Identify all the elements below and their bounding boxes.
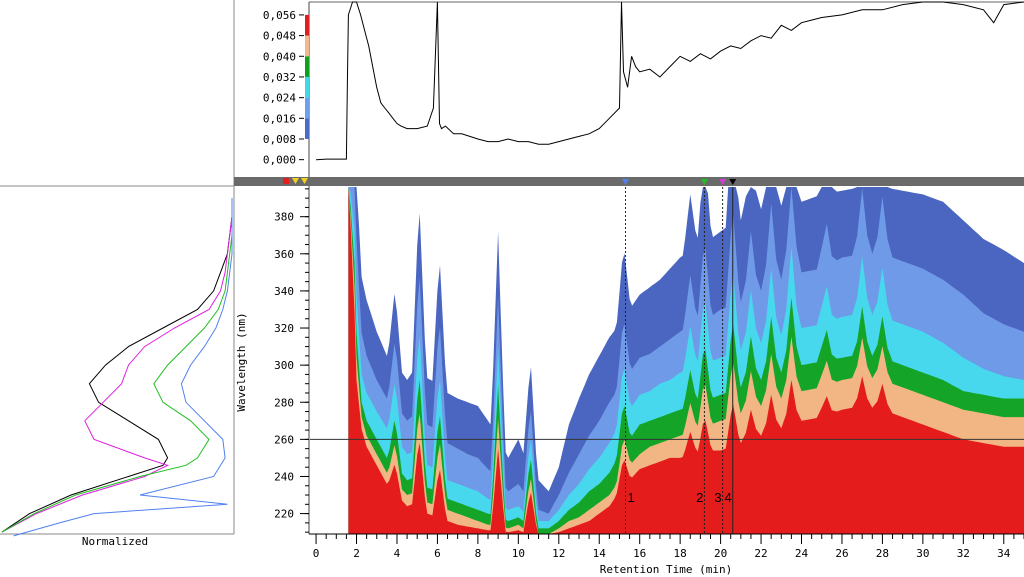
time-tick-label: 30 [916, 547, 929, 560]
chromatogram-y-tick-label: 0,008 [263, 133, 296, 146]
time-tick-label: 8 [475, 547, 482, 560]
wavelength-tick-label: 240 [274, 470, 294, 483]
wavelength-tick-label: 260 [274, 433, 294, 446]
time-tick-label: 16 [633, 547, 646, 560]
chromatogram-y-tick-label: 0,032 [263, 71, 296, 84]
time-tick-label: 4 [394, 547, 401, 560]
wavelength-tick-label: 220 [274, 508, 294, 521]
red-range-handle[interactable] [283, 178, 289, 184]
retention-time-axis-label: Retention Time (min) [600, 563, 732, 576]
chromatogram-y-tick-label: 0,024 [263, 92, 296, 105]
time-tick-label: 24 [795, 547, 809, 560]
range-handles[interactable] [283, 178, 308, 184]
legend-swatch [305, 14, 309, 36]
chromatogram-y-ticks: 0,000 0,008 0,016 0,024 0,032 0,040 0,048 0,056 [263, 9, 304, 167]
marker-label-2: 2 [696, 490, 703, 505]
marker-label-4: 4 [725, 490, 732, 505]
yellow-range-handle[interactable] [292, 178, 299, 184]
spectrum-trace[interactable] [13, 198, 233, 537]
legend-swatch [305, 97, 309, 119]
marker-bar-track [234, 177, 1024, 186]
chromatogram-trace[interactable] [316, 1, 1024, 161]
time-tick-label: 22 [754, 547, 767, 560]
time-tick-label: 10 [512, 547, 525, 560]
retention-time-axis: Retention Time (min) 0 2 4 6 8 10 12 14 16 18 20 22… [309, 533, 1024, 576]
chromatogram-y-tick-label: 0,040 [263, 50, 296, 63]
panel-frames [0, 0, 1024, 535]
chromatogram-y-tick-label: 0,016 [263, 112, 296, 125]
wavelength-axis-label: Wavelength (nm) [235, 312, 248, 411]
spectrum-panel [1, 198, 233, 537]
time-tick-label: 12 [552, 547, 565, 560]
time-tick-label: 28 [876, 547, 889, 560]
marker-label-3: 3 [714, 490, 721, 505]
legend-swatch [305, 118, 309, 139]
chromatogram-y-tick-label: 0,000 [263, 154, 296, 167]
contour-legend-bar [305, 14, 309, 139]
yellow-range-handle-2[interactable] [301, 178, 308, 184]
legend-swatch [305, 56, 309, 77]
wavelength-tick-label: 360 [274, 248, 294, 261]
wavelength-tick-label: 280 [274, 396, 294, 409]
marker-triangle-2[interactable] [700, 179, 708, 185]
spectrum-trace[interactable] [1, 198, 233, 533]
time-tick-label: 14 [593, 547, 607, 560]
wavelength-tick-label: 300 [274, 359, 294, 372]
spectrum-axis-label: Normalized [82, 535, 148, 548]
marker-triangle-3[interactable] [719, 179, 727, 185]
time-tick-label: 20 [714, 547, 727, 560]
marker-triangle-4[interactable] [729, 179, 737, 185]
time-tick-label: 32 [957, 547, 970, 560]
legend-swatch [305, 76, 309, 98]
marker-triangles [622, 179, 737, 185]
time-tick-label: 0 [313, 547, 320, 560]
time-tick-label: 18 [674, 547, 687, 560]
wavelength-tick-label: 320 [274, 322, 294, 335]
contour-band-level-6 [348, 187, 1024, 534]
time-tick-label: 6 [434, 547, 441, 560]
marker-label-1: 1 [628, 490, 635, 505]
marker-bar[interactable] [234, 177, 1024, 186]
contour-plot[interactable] [348, 187, 1024, 534]
chromatogram-y-tick-label: 0,048 [263, 30, 296, 43]
time-tick-label: 26 [835, 547, 848, 560]
legend-swatch [305, 35, 309, 57]
chromatogram-y-tick-label: 0,056 [263, 9, 296, 22]
wavelength-tick-label: 380 [274, 211, 294, 224]
time-tick-label: 2 [353, 547, 360, 560]
spectrum-trace[interactable] [1, 198, 233, 533]
chromatogram-plot: 0,000 0,008 0,016 0,024 0,032 0,040 0,048 0,056 [263, 1, 1024, 167]
time-tick-label: 34 [997, 547, 1011, 560]
wavelength-axis: Wavelength (nm) 220 240 260 280 300 320 340 360… [235, 188, 309, 533]
marker-triangle-1[interactable] [622, 179, 630, 185]
wavelength-tick-label: 340 [274, 285, 294, 298]
